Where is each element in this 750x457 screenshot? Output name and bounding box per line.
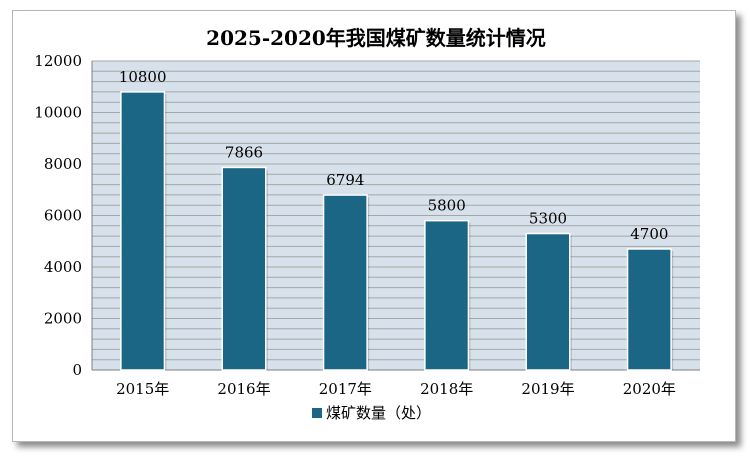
y-tick-label: 12000: [34, 52, 82, 70]
x-tick-label: 2015年: [116, 380, 169, 398]
x-tick-label: 2017年: [319, 380, 372, 398]
chart-title: 2025-2020年我国煤矿数量统计情况: [206, 26, 546, 50]
x-tick-label: 2016年: [217, 380, 270, 398]
y-tick-label: 2000: [44, 310, 82, 328]
legend: 煤矿数量（处）: [312, 404, 431, 422]
x-tick-label: 2019年: [521, 380, 574, 398]
data-label: 7866: [225, 143, 263, 161]
gridlines: [92, 60, 700, 361]
data-label: 4700: [630, 225, 668, 243]
y-tick-label: 0: [72, 361, 82, 379]
x-tick-label: 2020年: [623, 380, 676, 398]
y-tick-label: 4000: [44, 258, 82, 276]
data-label: 5800: [428, 197, 466, 215]
bar: [322, 194, 368, 371]
bar: [120, 91, 166, 371]
y-tick-label: 10000: [34, 104, 82, 122]
legend-label: 煤矿数量（处）: [326, 404, 431, 422]
y-tick-label: 8000: [44, 155, 82, 173]
x-tick-label: 2018年: [420, 380, 473, 398]
data-label: 6794: [326, 171, 364, 189]
bar: [525, 232, 571, 371]
plot-area: 0 2000 4000 6000 8000 10000 12000 10800 2015年 786…: [34, 52, 700, 398]
bar: [221, 166, 267, 371]
legend-swatch: [312, 408, 322, 418]
data-label: 5300: [529, 210, 567, 228]
bar: [424, 219, 470, 371]
y-tick-label: 6000: [44, 207, 82, 225]
data-label: 10800: [119, 68, 167, 86]
bar: [626, 248, 672, 371]
